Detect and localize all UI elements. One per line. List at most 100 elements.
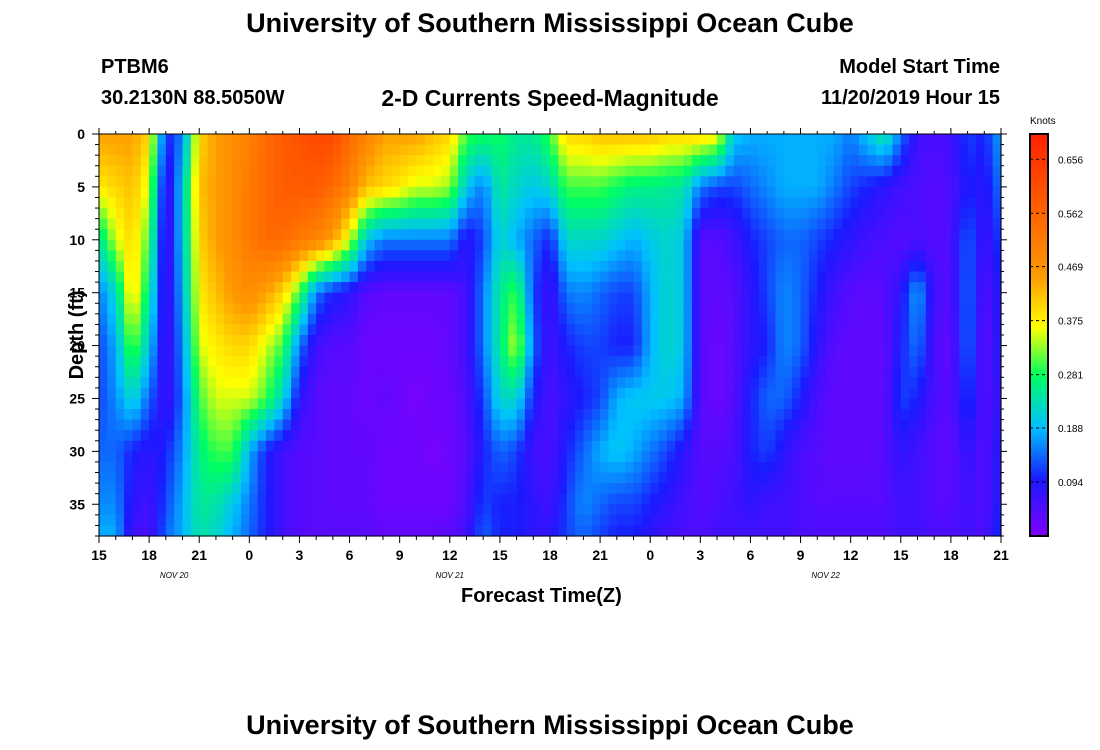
heatmap-cell (959, 345, 969, 357)
heatmap-cell (508, 525, 518, 537)
heatmap-cell (600, 303, 610, 315)
heatmap-cell (207, 197, 217, 209)
heatmap-cell (299, 335, 309, 347)
heatmap-cell (199, 472, 209, 484)
heatmap-cell (524, 366, 534, 378)
heatmap-cell (742, 377, 752, 389)
heatmap-cell (165, 134, 175, 146)
heatmap-cell (99, 377, 108, 389)
heatmap-cell (575, 229, 585, 241)
heatmap-cell (967, 324, 977, 336)
heatmap-cell (508, 165, 518, 177)
heatmap-cell (107, 461, 117, 474)
heatmap-cell (550, 525, 559, 537)
heatmap-cell (433, 345, 443, 357)
heatmap-cell (541, 525, 551, 537)
heatmap-cell (641, 504, 651, 516)
heatmap-cell (566, 514, 576, 527)
heatmap-cell (900, 472, 910, 484)
heatmap-cell (666, 409, 676, 421)
heatmap-cell (992, 472, 1002, 484)
heatmap-cell (483, 440, 493, 452)
heatmap-cell (783, 387, 793, 400)
heatmap-cell (165, 345, 175, 357)
heatmap-cell (892, 387, 902, 400)
x-tick-label: 21 (592, 547, 608, 563)
heatmap-cell (516, 313, 526, 326)
heatmap-cell (792, 260, 802, 273)
heatmap-cell (441, 419, 451, 431)
heatmap-cell (408, 282, 417, 294)
heatmap-cell (616, 134, 626, 146)
heatmap-cell (550, 165, 559, 177)
heatmap-cell (967, 461, 977, 474)
heatmap-cell (875, 176, 885, 188)
heatmap-cell (984, 440, 994, 452)
heatmap-cell (199, 197, 209, 209)
heatmap-cell (992, 356, 1002, 368)
heatmap-cell (550, 419, 559, 431)
heatmap-cell (591, 165, 601, 177)
heatmap-cell (808, 134, 818, 146)
heatmap-cell (232, 514, 242, 527)
heatmap-cell (717, 144, 726, 156)
heatmap-cell (942, 440, 952, 452)
heatmap-cell (950, 303, 960, 315)
heatmap-cell (349, 451, 359, 463)
heatmap-cell (499, 398, 509, 410)
heatmap-cell (658, 419, 668, 431)
heatmap-cell (207, 155, 217, 167)
heatmap-cell (900, 409, 910, 421)
heatmap-cell (641, 250, 651, 262)
heatmap-cell (591, 387, 601, 400)
heatmap-cell (149, 398, 159, 410)
heatmap-cell (240, 356, 250, 368)
heatmap-cell (775, 366, 785, 378)
heatmap-cell (750, 430, 760, 442)
heatmap-cell (633, 165, 643, 177)
heatmap-cell (750, 271, 760, 283)
heatmap-cell (792, 239, 802, 251)
heatmap-cell (115, 303, 125, 315)
heatmap-cell (299, 366, 309, 378)
heatmap-cell (566, 303, 576, 315)
heatmap-cell (758, 176, 768, 188)
heatmap-cell (99, 504, 108, 516)
heatmap-cell (616, 366, 626, 378)
heatmap-cell (717, 324, 726, 336)
heatmap-cell (708, 335, 718, 347)
heatmap-cell (433, 303, 443, 315)
heatmap-cell (859, 472, 868, 484)
heatmap-cell (499, 461, 509, 474)
heatmap-cell (416, 514, 426, 527)
heatmap-cell (408, 260, 417, 273)
heatmap-cell (366, 208, 376, 220)
heatmap-cell (641, 208, 651, 220)
heatmap-cell (282, 514, 292, 527)
heatmap-cell (566, 398, 576, 410)
heatmap-cell (842, 483, 852, 495)
heatmap-cell (408, 430, 417, 442)
heatmap-cell (483, 430, 493, 442)
x-ticks: 15 18 21 0 3 6 9 12 15 18 21 0 3 6 9 12 15 18 21 (91, 128, 1009, 563)
heatmap-cell (742, 176, 752, 188)
heatmap-cell (625, 271, 635, 283)
heatmap-cell (140, 292, 150, 304)
heatmap-cell (474, 451, 484, 463)
heatmap-cell (817, 144, 827, 156)
heatmap-cell (149, 292, 159, 304)
heatmap-cell (382, 409, 392, 421)
heatmap-cell (859, 229, 868, 241)
heatmap-cell (650, 218, 660, 230)
heatmap-cell (633, 451, 643, 463)
heatmap-cell (266, 451, 275, 463)
heatmap-cell (474, 472, 484, 484)
heatmap-cell (550, 377, 559, 389)
heatmap-cell (808, 197, 818, 209)
heatmap-cell (992, 292, 1002, 304)
heatmap-cell (658, 303, 668, 315)
heatmap-cell (800, 430, 810, 442)
heatmap-cell (516, 197, 526, 209)
heatmap-cell (382, 208, 392, 220)
heatmap-cell (516, 155, 526, 167)
